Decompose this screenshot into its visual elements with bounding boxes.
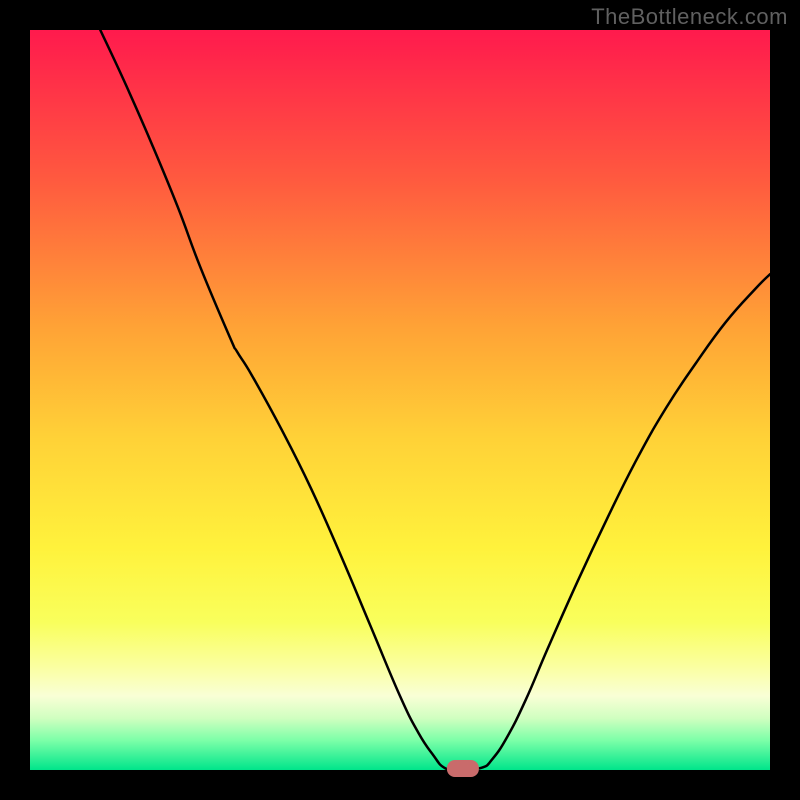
optimum-marker [447,760,479,777]
plot-background [30,30,770,770]
chart-container: TheBottleneck.com [0,0,800,800]
bottleneck-chart [0,0,800,800]
